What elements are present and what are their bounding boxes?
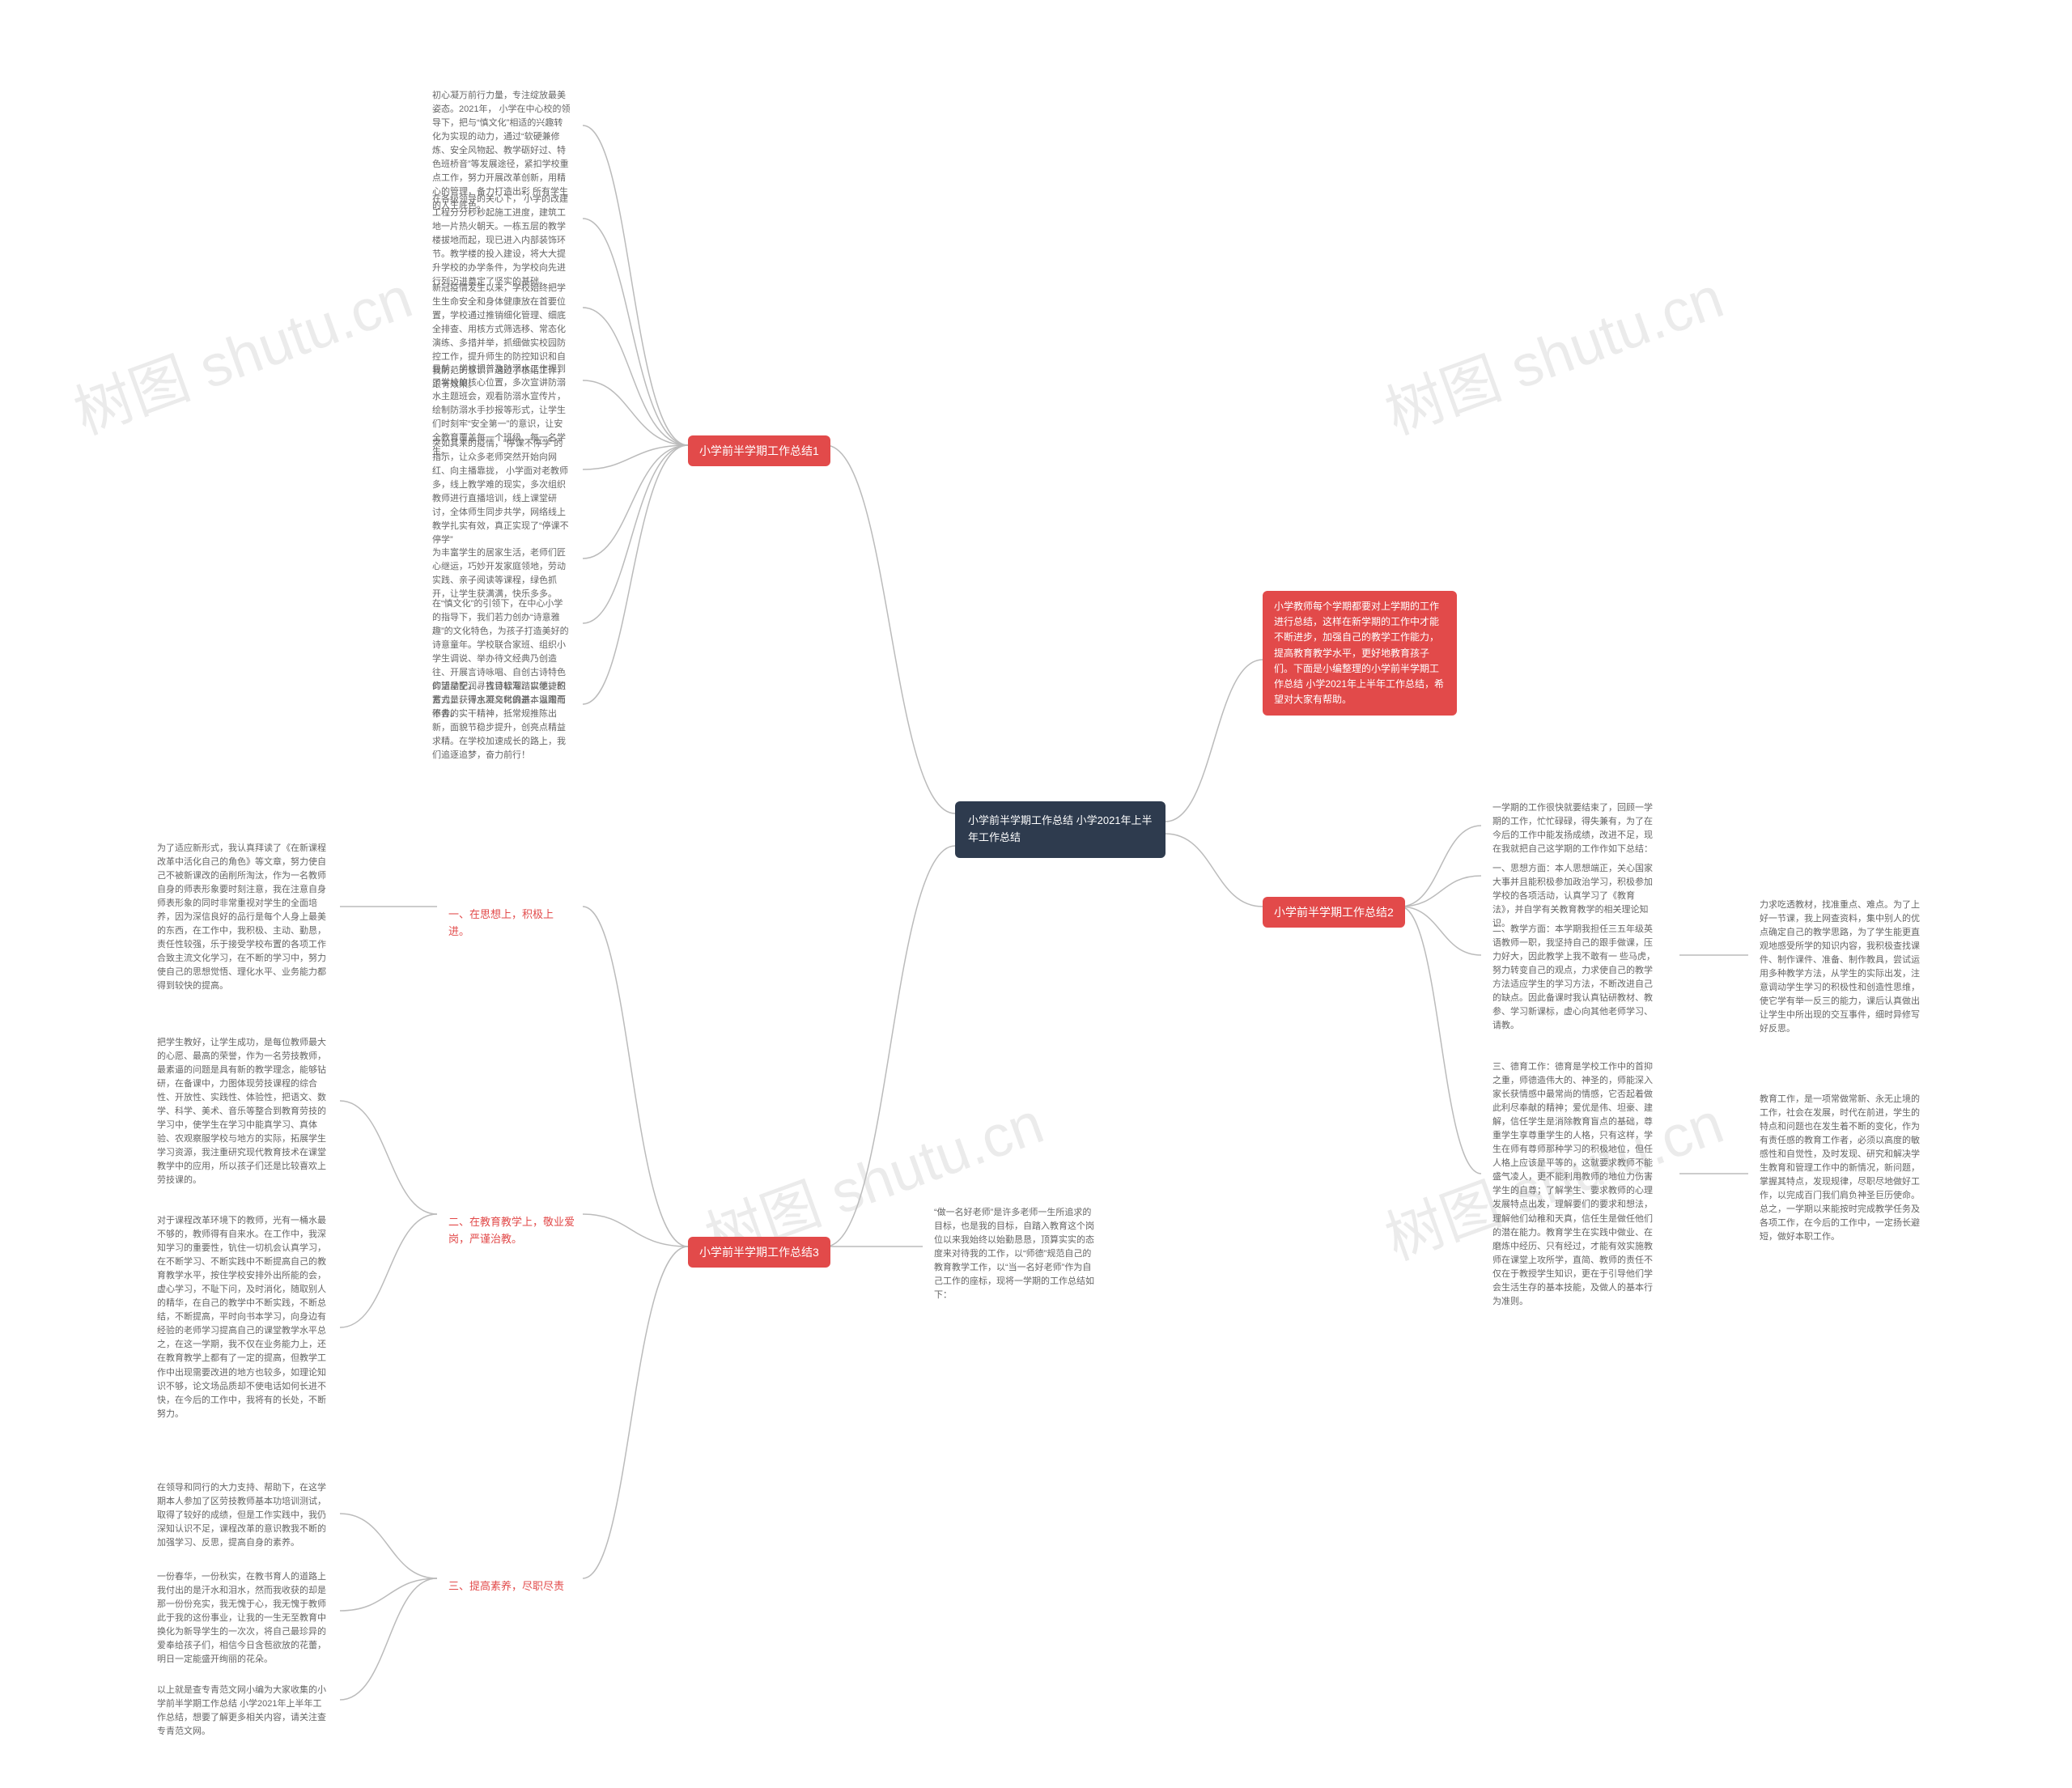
b2-item-1: 二、教学方面：本学期我担任三五年级英语教师一职，我坚持自己的跟手做课，压力好大，…: [1481, 915, 1667, 1041]
branch-1-label: 小学前半学期工作总结1: [699, 444, 819, 457]
watermark: 树图 shutu.cn: [61, 250, 422, 451]
intro-text: 小学教师每个学期都要对上学期的工作进行总结，这样在新学期的工作中才能不断进步，加…: [1274, 601, 1444, 705]
center-title: 小学前半学期工作总结 小学2021年上半年工作总结: [968, 814, 1153, 843]
b3-sub-2-leaf-0: 在领导和同行的大力支持、帮助下，在这学期本人参加了区劳技教师基本功培训测试，取得…: [146, 1473, 340, 1558]
b1-leaf-4: 突如其来的疫情，“停课不停学”的指示，让众多老师突然开始向网红、向主播靠拢， 小…: [421, 429, 583, 555]
branch-1: 小学前半学期工作总结1: [688, 435, 830, 466]
b3-sub-0: 一、在思想上，积极上进。: [437, 898, 583, 949]
b3-sub-1-leaf-0: 把学生教好，让学生成功，是每位教师最大的心愿、最高的荣誉，作为一名劳技教师，最素…: [146, 1028, 340, 1196]
branch-2-label: 小学前半学期工作总结2: [1274, 906, 1394, 919]
center-node: 小学前半学期工作总结 小学2021年上半年工作总结: [955, 801, 1166, 858]
branch-2: 小学前半学期工作总结2: [1263, 897, 1405, 928]
b3-sub-1-leaf-1: 对于课程改革环境下的教师，光有一桶水最不够的，教师得有自来水。在工作中，我深知学…: [146, 1206, 340, 1429]
branch-3-label: 小学前半学期工作总结3: [699, 1246, 819, 1259]
b3-sub-2: 三、提高素养，尽职尽责: [437, 1570, 583, 1603]
b1-leaf-7: 仰望星空，寻找目标潮踏实地，积蓄力量，汗水凝与时俱进，以跟而不舍的实干精神，抵常…: [421, 672, 583, 771]
b3-sub-2-leaf-2: 以上就是查专青范文网小编为大家收集的小学前半学期工作总结 小学2021年上半年工…: [146, 1675, 340, 1747]
branch-3: 小学前半学期工作总结3: [688, 1237, 830, 1268]
b3-sub-0-leaf: 为了适应新形式，我认真拜读了《在新课程改革中活化自己的角色》等文章，努力使自己不…: [146, 834, 340, 1002]
b3-pre: “做一名好老师”是许多老师一生所追求的目标，也是我的目标，自踏入教育这个岗位以来…: [923, 1198, 1109, 1310]
watermark: 树图 shutu.cn: [1372, 250, 1733, 451]
b2-item-1-tail: 力求吃透教材，找准重点、难点。为了上好一节课，我上网查资料，集中别人的优点确定自…: [1748, 890, 1934, 1044]
b3-sub-1: 二、在教育教学上，敬业爱岗，严谨治教。: [437, 1206, 599, 1256]
b2-closing: 教育工作，是一项常做常新、永无止境的工作，社会在发展，时代在前进，学生的特点和问…: [1748, 1085, 1934, 1253]
b3-sub-2-leaf-1: 一份春华，一份秋实，在教书育人的道路上我付出的是汗水和泪水，然而我收获的却是那一…: [146, 1562, 340, 1675]
intro-node: 小学教师每个学期都要对上学期的工作进行总结，这样在新学期的工作中才能不断进步，加…: [1263, 591, 1457, 716]
b2-item-2: 三、德育工作：德育是学校工作中的首抑之重，师德造伟大的、神圣的，师能深入家长获情…: [1481, 1052, 1667, 1317]
